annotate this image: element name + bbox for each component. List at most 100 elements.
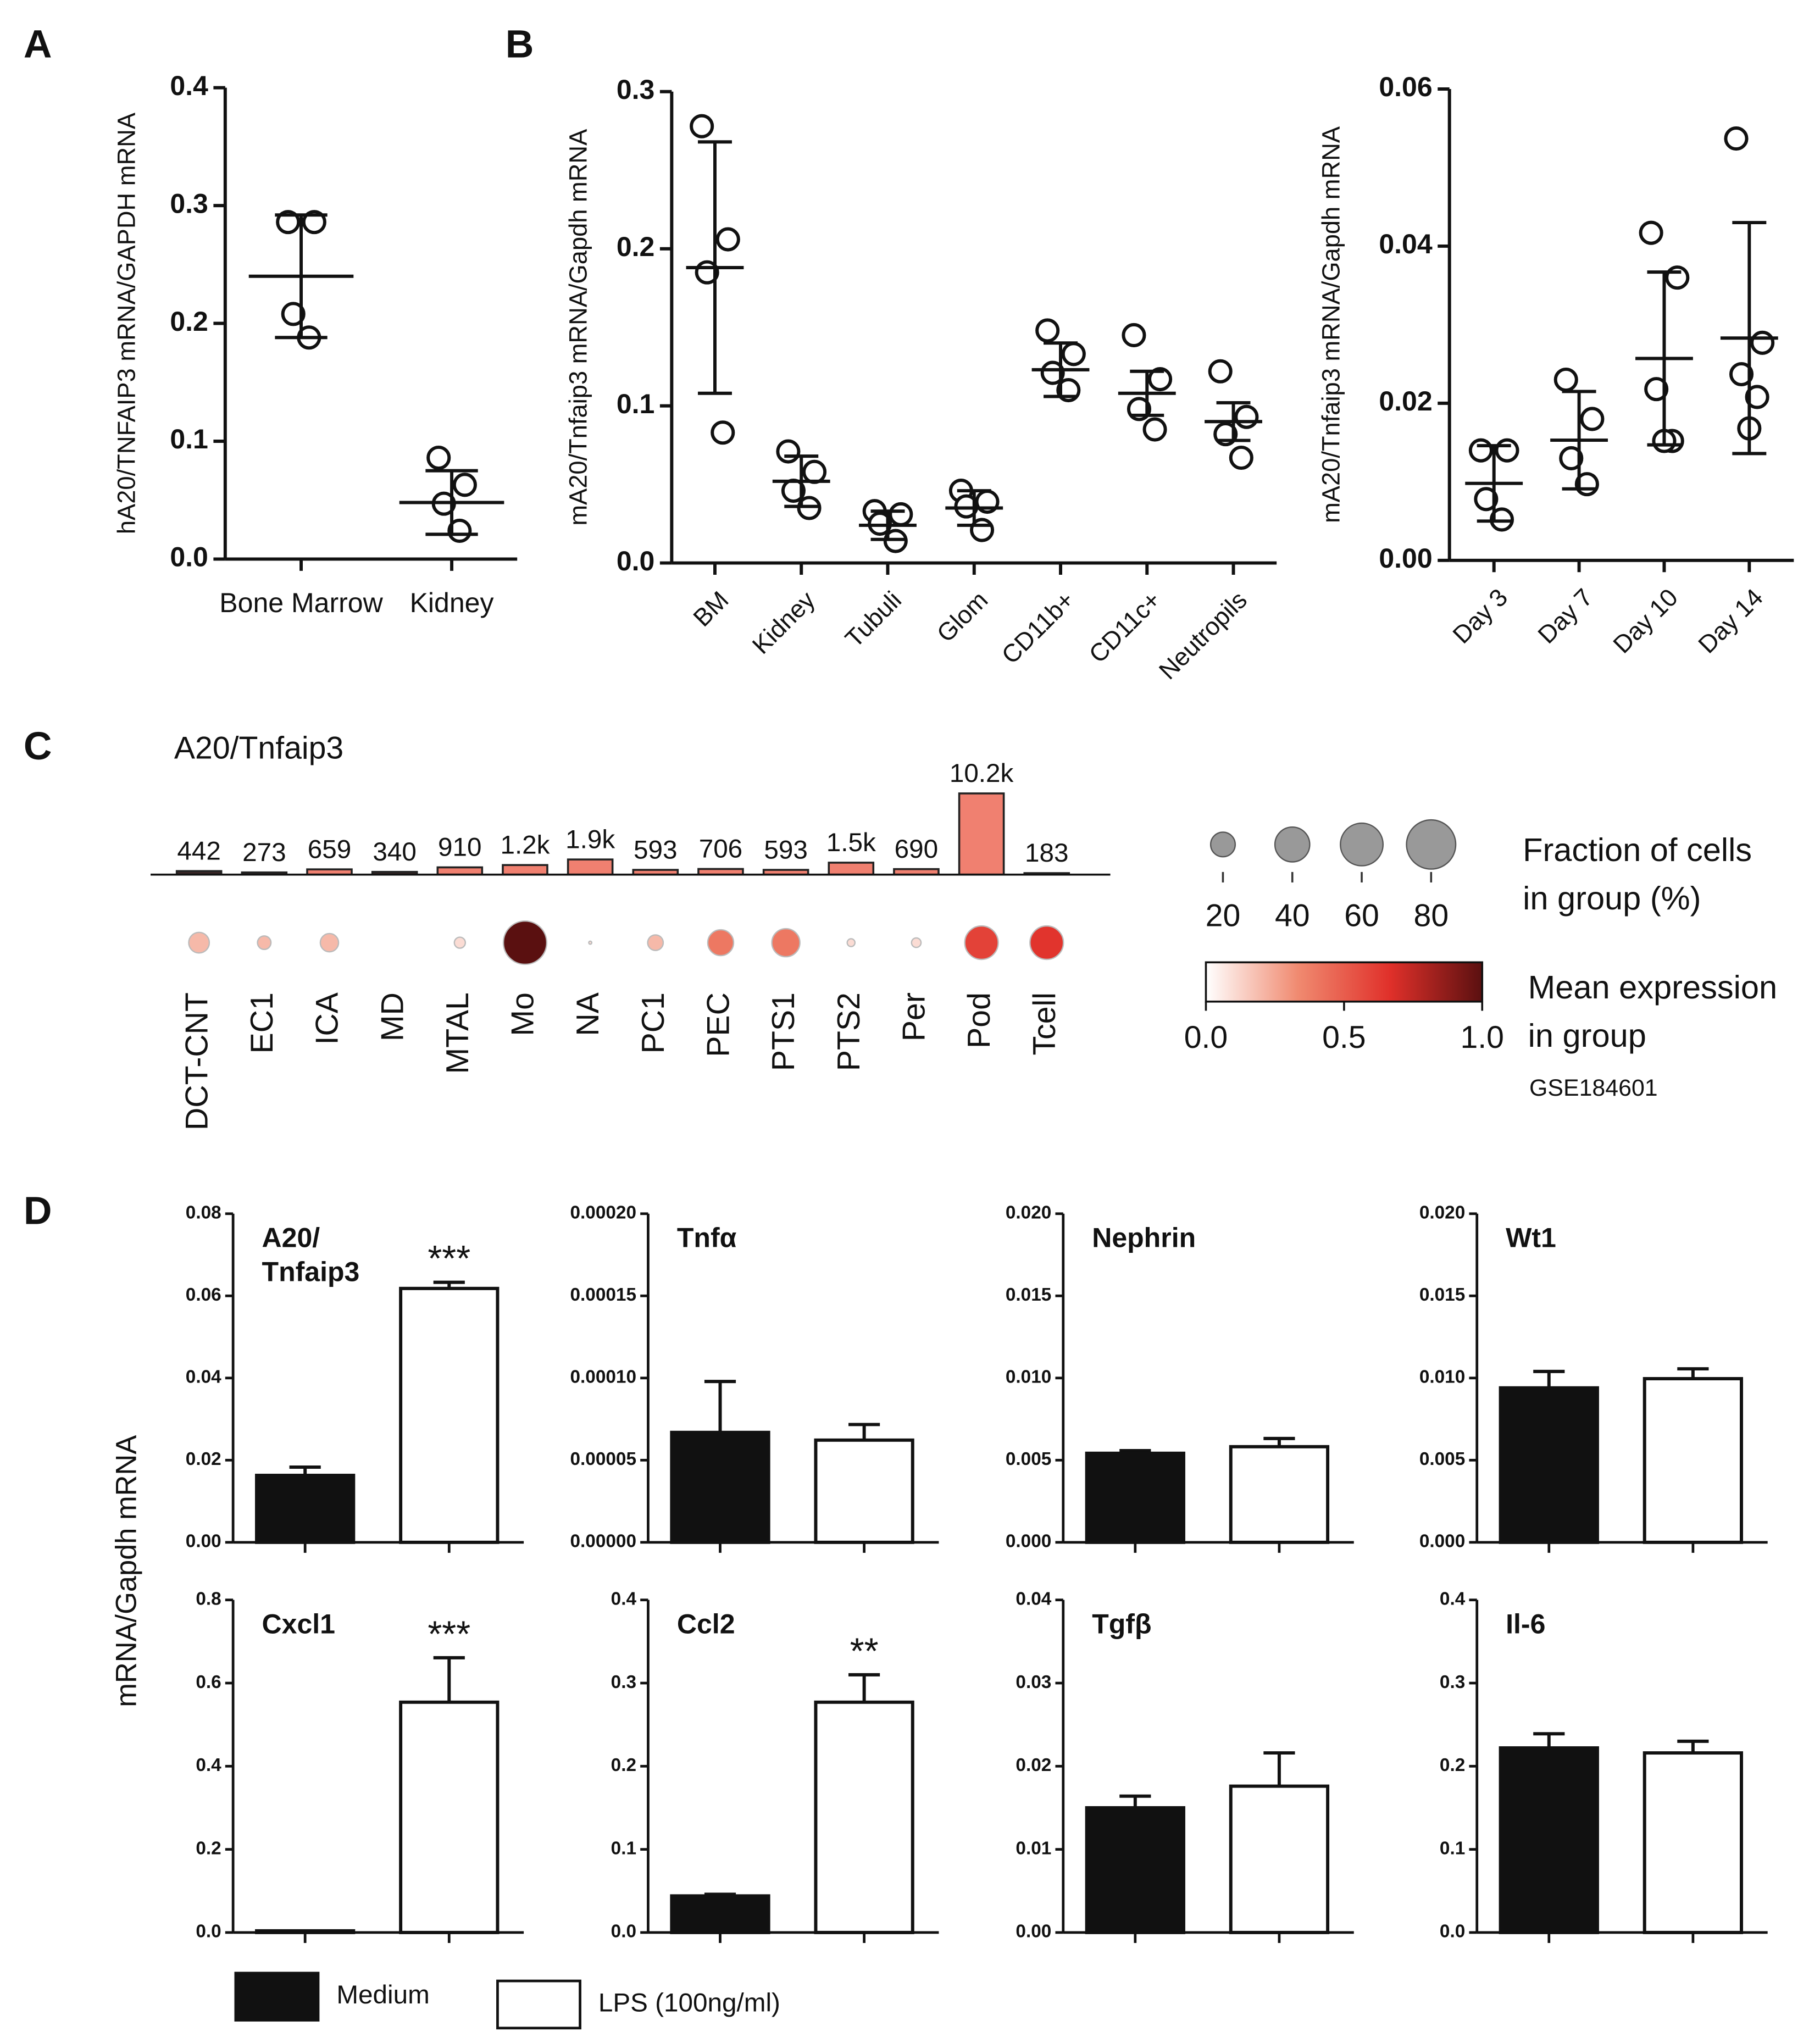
y-tick-label: 0.4 — [196, 1755, 221, 1775]
panel-title: Il-6 — [1506, 1609, 1545, 1640]
expression-dot — [453, 936, 467, 949]
data-point — [1229, 445, 1253, 470]
expression-dot — [707, 929, 735, 957]
y-tick-label: 0.0 — [611, 1922, 636, 1942]
data-point — [276, 210, 301, 235]
legend-swatch — [234, 1972, 320, 2022]
data-point — [1148, 367, 1173, 392]
data-point — [715, 227, 740, 252]
count-label: 690 — [895, 835, 939, 864]
y-tick-label: 0.02 — [1016, 1755, 1051, 1775]
significance: ** — [850, 1631, 879, 1672]
x-tick-label: Bone Marrow — [219, 587, 383, 618]
data-point — [1142, 417, 1167, 442]
panel-title: A20/ — [262, 1223, 320, 1253]
data-point — [1474, 487, 1499, 512]
y-tick-label: 0.0 — [170, 542, 208, 573]
y-tick-label: 0.02 — [186, 1449, 221, 1469]
y-tick-label: 0.4 — [611, 1589, 637, 1609]
y-tick-label: 0.4 — [170, 70, 208, 101]
expression-dot — [964, 925, 999, 961]
category-label: NA — [570, 992, 606, 1036]
y-tick-label: 0.010 — [1419, 1367, 1465, 1387]
data-point — [1122, 323, 1146, 348]
legend-swatch — [496, 1979, 581, 2030]
expression-dot — [502, 920, 548, 965]
y-tick-label: 0.00 — [1016, 1922, 1051, 1942]
panel-title: Cxcl1 — [262, 1609, 335, 1640]
y-tick-label: 0.2 — [1440, 1755, 1465, 1775]
panel-letter: C — [24, 724, 52, 768]
count-label: 910 — [438, 833, 482, 862]
size-legend-dot — [1406, 819, 1457, 870]
panel-title: Tnfaip3 — [262, 1257, 360, 1287]
y-tick-label: 0.1 — [611, 1838, 636, 1858]
expression-dot — [771, 928, 801, 958]
data-point — [776, 439, 801, 464]
expression-dot — [911, 937, 922, 948]
count-label: 10.2k — [950, 759, 1014, 788]
count-label: 593 — [764, 835, 807, 864]
bar — [1085, 1451, 1185, 1544]
panel-title: Tgfβ — [1092, 1609, 1151, 1640]
y-tick-label: 0.08 — [186, 1203, 221, 1223]
y-tick-label: 0.2 — [196, 1838, 221, 1858]
colorbar-tick-label: 0.5 — [1322, 1020, 1366, 1055]
y-tick-label: 0.3 — [611, 1672, 636, 1692]
y-tick-label: 0.06 — [1379, 71, 1432, 102]
colorbar-tick-label: 0.0 — [1184, 1020, 1228, 1055]
size-legend-title: in group (%) — [1523, 880, 1701, 917]
count-label: 659 — [308, 835, 352, 864]
category-label: ICA — [310, 992, 345, 1045]
data-point — [426, 445, 451, 470]
panel-title: Tnfα — [677, 1223, 737, 1253]
data-point — [690, 114, 714, 138]
y-axis-label: mA20/Tnfaip3 mRNA/Gapdh mRNA — [564, 129, 592, 526]
count-label: 1.5k — [826, 828, 876, 857]
y-tick-label: 0.00 — [186, 1531, 221, 1552]
data-point — [1580, 407, 1605, 431]
chart-title: A20/Tnfaip3 — [174, 730, 343, 765]
size-legend-dot — [1340, 822, 1384, 867]
data-point — [1061, 342, 1086, 367]
y-tick-label: 0.0 — [196, 1922, 221, 1942]
expression-dot — [188, 931, 210, 954]
color-legend-title: in group — [1528, 1017, 1646, 1054]
category-label: Tcell — [1027, 992, 1062, 1055]
data-point — [1644, 377, 1669, 402]
category-label: PC1 — [636, 992, 671, 1053]
x-tick-label: Kidney — [410, 587, 494, 618]
size-legend-dot — [1209, 831, 1236, 858]
y-tick-label: 0.04 — [1379, 229, 1433, 259]
y-tick-label: 0.1 — [170, 424, 208, 454]
y-tick-label: 0.010 — [1006, 1367, 1051, 1387]
data-point — [1553, 367, 1578, 392]
y-tick-label: 0.015 — [1419, 1285, 1465, 1305]
y-tick-label: 0.015 — [1006, 1285, 1051, 1305]
y-tick-label: 0.2 — [170, 306, 208, 337]
data-point — [1665, 265, 1690, 290]
size-legend-title: Fraction of cells — [1523, 831, 1752, 868]
count-label: 1.9k — [565, 825, 615, 854]
y-tick-label: 0.3 — [617, 74, 655, 105]
y-tick-label: 0.03 — [1016, 1672, 1051, 1692]
panel-title: Wt1 — [1506, 1223, 1556, 1253]
y-axis-label: hA20/TNFAIP3 mRNA/GAPDH mRNA — [112, 112, 140, 534]
y-tick-label: 0.1 — [617, 388, 655, 419]
count-label: 1.2k — [500, 831, 550, 860]
y-tick-label: 0.00010 — [570, 1367, 636, 1387]
data-point — [1724, 126, 1749, 151]
y-tick-label: 0.04 — [186, 1367, 221, 1387]
bar — [1229, 1784, 1330, 1934]
y-tick-label: 0.00020 — [570, 1203, 636, 1223]
data-point — [281, 302, 306, 326]
y-tick-label: 0.020 — [1006, 1203, 1051, 1223]
y-axis-label: mRNA/Gapdh mRNA — [110, 1435, 142, 1707]
significance: *** — [428, 1614, 470, 1655]
count-bar — [436, 866, 484, 876]
data-point — [802, 459, 827, 484]
data-point — [1035, 318, 1060, 343]
colorbar-tick-label: 1.0 — [1461, 1020, 1504, 1055]
y-axis-label: mA20/Tnfaip3 mRNA/Gapdh mRNA — [1317, 126, 1345, 523]
